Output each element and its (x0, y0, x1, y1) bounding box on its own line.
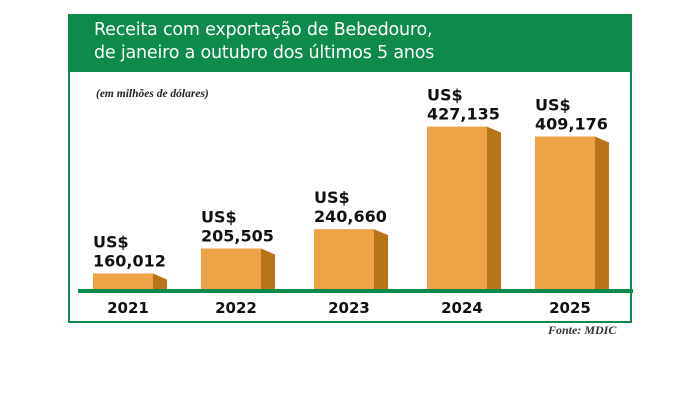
data-label: 240,660 (314, 207, 387, 226)
bar-side (261, 248, 275, 290)
chart-subtitle: (em milhões de dólares) (96, 88, 209, 100)
data-label-prefix: US$ (535, 95, 571, 114)
bar (535, 136, 595, 290)
data-label-prefix: US$ (93, 232, 129, 251)
data-label-prefix: US$ (427, 86, 463, 105)
data-label: 427,135 (427, 105, 500, 124)
x-axis-line (78, 289, 633, 293)
chart-source: Fonte: MDIC (548, 323, 617, 337)
data-label: 409,176 (535, 114, 608, 133)
bar-side (153, 273, 167, 290)
data-label-prefix: US$ (201, 207, 237, 226)
bar-side (374, 229, 388, 290)
x-tick-label: 2023 (328, 299, 370, 317)
bar-side (595, 136, 609, 290)
bar (201, 248, 261, 290)
chart-title: Receita com exportação de Bebedouro, (94, 20, 433, 40)
x-tick-label: 2022 (215, 299, 257, 317)
bar (93, 273, 153, 290)
x-tick-label: 2021 (107, 299, 149, 317)
data-label: 160,012 (93, 251, 166, 270)
bar (427, 126, 487, 291)
bar (314, 229, 374, 290)
bar-side (487, 126, 501, 291)
data-label-prefix: US$ (314, 188, 350, 207)
chart-title-line2: de janeiro a outubro dos últimos 5 anos (94, 43, 435, 63)
x-tick-label: 2024 (441, 299, 483, 317)
x-tick-label: 2025 (549, 299, 591, 317)
chart-header: Receita com exportação de Bebedouro, de … (70, 16, 630, 72)
data-label: 205,505 (201, 226, 274, 245)
